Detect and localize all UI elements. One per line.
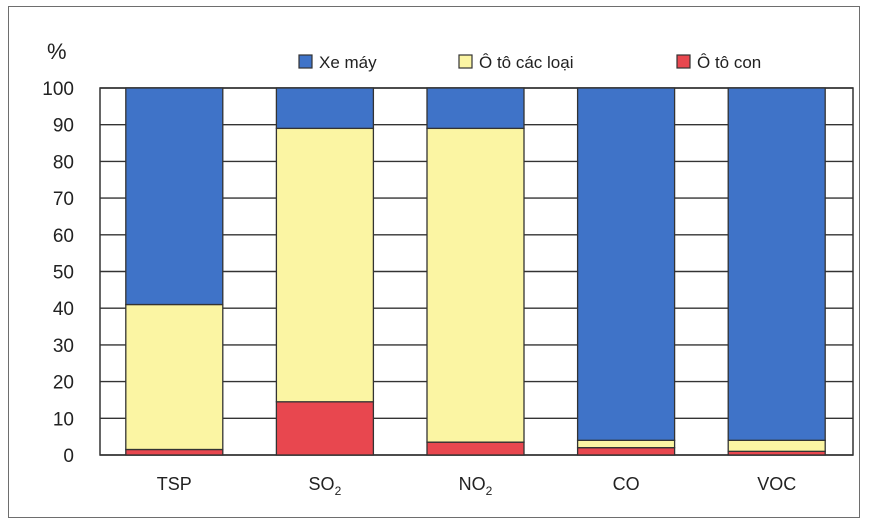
y-tick-label: 60 — [53, 226, 74, 247]
y-tick-label: 50 — [53, 263, 74, 284]
x-tick-label: SO2 — [309, 474, 342, 498]
legend-label: Xe máy — [319, 53, 377, 72]
stacked-bar-chart: 0 10 20 30 40 50 60 70 80 90 100 TSP SO2 NO2 CO VOC Xe… — [42, 39, 854, 498]
y-tick-label: 40 — [53, 299, 74, 320]
y-tick-label: 90 — [53, 116, 74, 137]
x-tick-label: NO2 — [459, 474, 493, 498]
y-tick-label: 20 — [53, 373, 74, 394]
bar-segment — [426, 441, 525, 456]
x-tick-label: VOC — [757, 474, 796, 494]
legend-label: Ô tô con — [697, 53, 761, 72]
bar-segment — [125, 448, 224, 456]
legend-label: Ô tô các loại — [479, 53, 574, 72]
y-tick-label: 10 — [53, 409, 74, 430]
y-tick-label: 100 — [42, 79, 74, 100]
x-tick-label: CO — [613, 474, 640, 494]
y-tick-label: 0 — [63, 446, 74, 467]
bar-segment — [727, 439, 826, 452]
x-tick-labels: TSP SO2 NO2 CO VOC — [157, 474, 796, 498]
y-tick-label: 30 — [53, 336, 74, 357]
chart-frame: 0 10 20 30 40 50 60 70 80 90 100 TSP SO2 NO2 CO VOC Xe… — [8, 6, 860, 518]
bar-segment — [426, 127, 525, 443]
bar-segment — [275, 87, 375, 130]
x-tick-label: TSP — [157, 474, 192, 494]
bar-segment — [125, 303, 224, 451]
y-tick-labels: 0 10 20 30 40 50 60 70 80 90 100 — [42, 79, 74, 467]
bar-segment — [275, 127, 375, 403]
y-tick-label: 80 — [53, 152, 74, 173]
y-tick-label: 70 — [53, 189, 74, 210]
legend-swatch — [458, 54, 473, 69]
bar-segment — [576, 447, 676, 456]
bars — [125, 87, 826, 456]
bar-segment — [426, 87, 525, 130]
legend-swatch — [676, 54, 691, 69]
bar-segment — [125, 87, 224, 306]
legend-swatch — [298, 54, 313, 69]
bar-segment — [727, 87, 826, 441]
legend: Xe máy Ô tô các loại Ô tô con — [298, 53, 761, 72]
y-axis-label: % — [47, 39, 67, 64]
bar-segment — [275, 401, 375, 456]
bar-segment — [576, 87, 676, 441]
bar-segment — [576, 439, 676, 449]
